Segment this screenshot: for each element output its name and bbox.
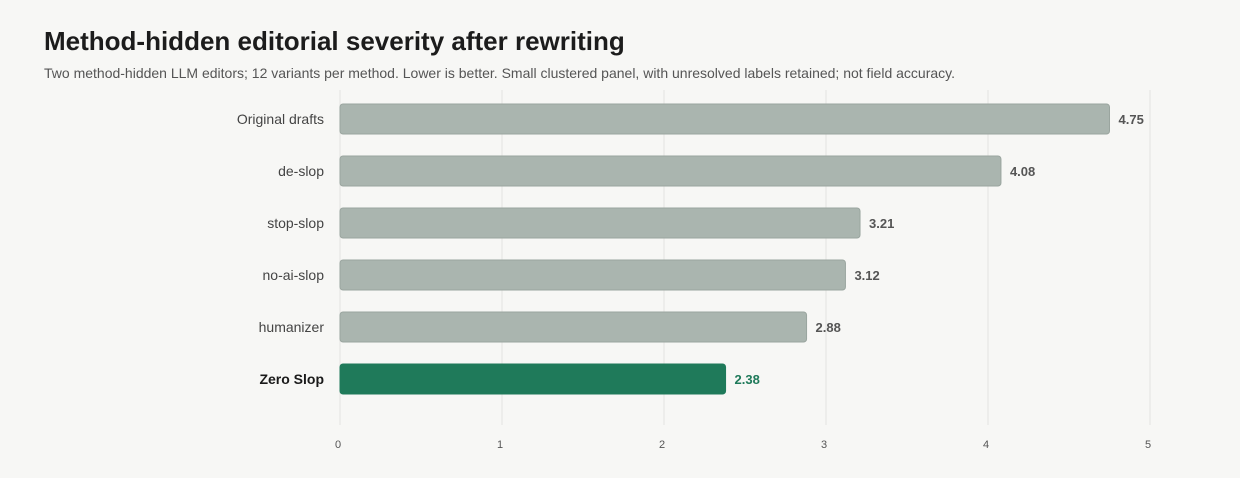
bar-no-ai-slop <box>339 259 846 291</box>
value-label-no-ai-slop: 3.12 <box>854 268 879 283</box>
value-label-stop-slop: 3.21 <box>869 216 894 231</box>
value-label-de-slop: 4.08 <box>1010 164 1035 179</box>
bar-stop-slop <box>339 207 861 239</box>
value-label-humanizer: 2.88 <box>816 320 841 335</box>
category-label-de-slop: de-slop <box>278 163 324 179</box>
bar-humanizer <box>339 311 808 343</box>
x-tick-label-5: 5 <box>1145 439 1151 451</box>
category-label-zero-slop: Zero Slop <box>259 371 324 387</box>
category-label-original-drafts: Original drafts <box>237 111 324 127</box>
category-label-no-ai-slop: no-ai-slop <box>263 267 325 283</box>
chart-title: Method-hidden editorial severity after r… <box>44 26 625 56</box>
x-tick-label-4: 4 <box>983 439 989 451</box>
x-tick-label-3: 3 <box>821 439 827 451</box>
chart-subtitle: Two method-hidden LLM editors; 12 varian… <box>44 65 956 81</box>
value-label-original-drafts: 4.75 <box>1119 112 1144 127</box>
x-tick-label-1: 1 <box>497 439 503 451</box>
bar-zero-slop <box>339 363 727 395</box>
category-label-humanizer: humanizer <box>259 319 325 335</box>
bar-original-drafts <box>339 103 1110 135</box>
category-label-stop-slop: stop-slop <box>267 215 324 231</box>
value-label-zero-slop: 2.38 <box>735 372 760 387</box>
x-tick-label-2: 2 <box>659 439 665 451</box>
bar-de-slop <box>339 155 1002 187</box>
x-tick-label-0: 0 <box>335 439 341 451</box>
